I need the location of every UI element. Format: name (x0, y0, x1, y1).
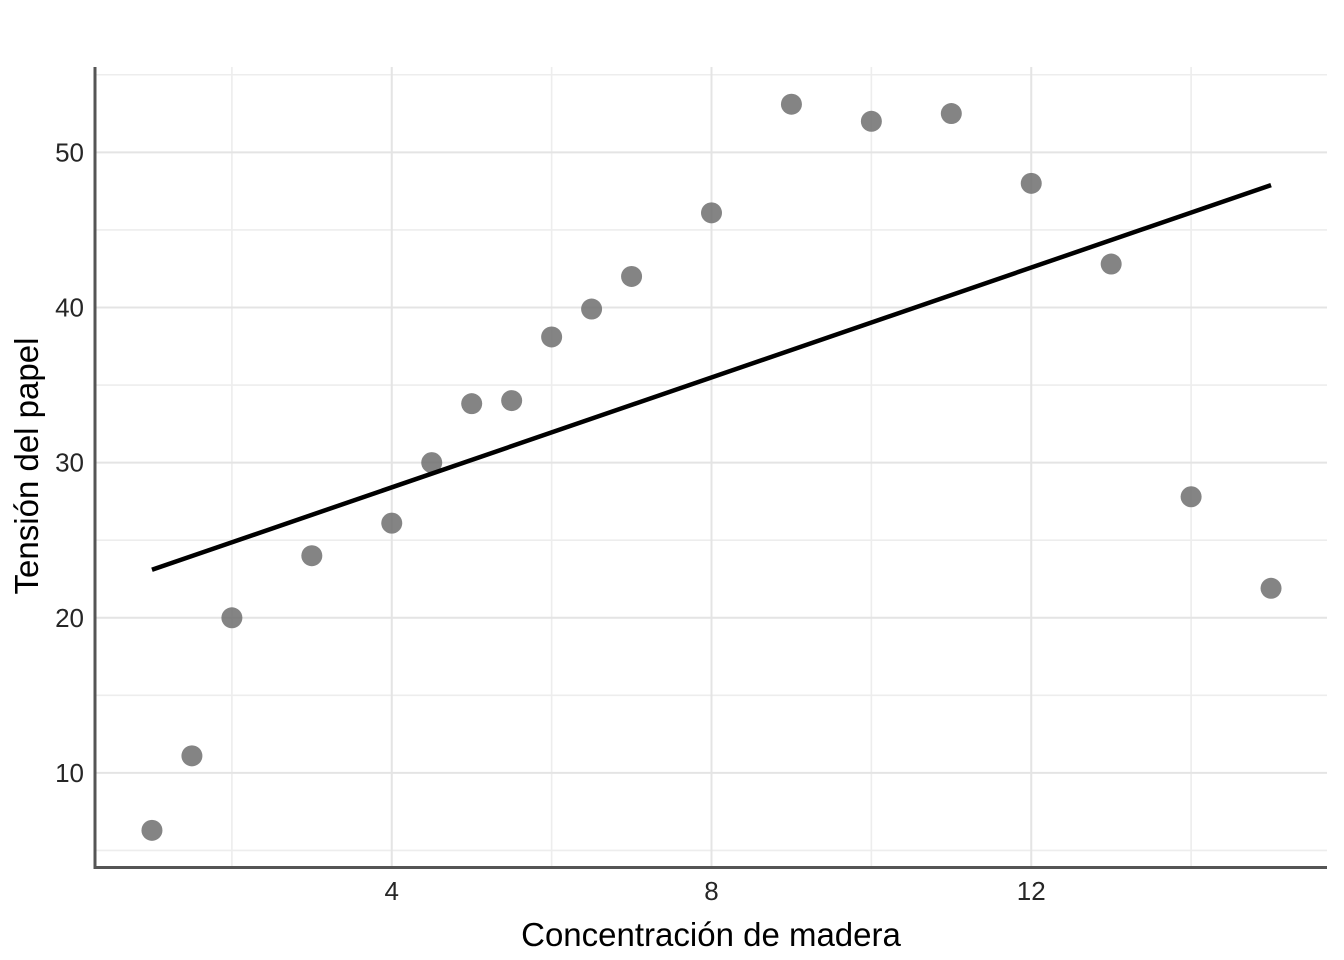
data-point (461, 393, 483, 415)
data-point (860, 110, 882, 132)
y-tick-label: 30 (55, 448, 84, 478)
data-point (141, 819, 163, 841)
y-axis-title: Tensión del papel (8, 338, 45, 595)
data-point (701, 202, 722, 224)
data-point (501, 390, 523, 412)
y-tick-label: 50 (55, 137, 84, 167)
x-axis-title: Concentración de madera (521, 916, 901, 953)
y-tick-label: 10 (55, 758, 84, 788)
data-point (301, 545, 323, 567)
data-point (541, 326, 563, 348)
y-tick-label: 20 (55, 603, 84, 633)
data-point (421, 452, 443, 474)
regression-line-layer (151, 183, 1272, 572)
data-point (1180, 486, 1202, 508)
data-point (381, 512, 403, 534)
data-point (1100, 253, 1122, 275)
data-point (940, 103, 962, 125)
data-point (1020, 172, 1042, 194)
data-point (621, 265, 643, 287)
data-point (1260, 577, 1282, 599)
data-point (581, 298, 603, 320)
regression-line (151, 183, 1272, 572)
x-tick-label: 12 (1017, 876, 1046, 906)
data-point (221, 607, 243, 629)
data-point (780, 93, 802, 115)
x-tick-label: 4 (385, 876, 399, 906)
tick-labels: 10 20 30 40 50 4 8 12 (55, 137, 1046, 906)
major-gridlines (96, 67, 1327, 866)
x-tick-label: 8 (704, 876, 718, 906)
data-point (181, 745, 203, 767)
data-points-layer (141, 93, 1282, 841)
y-tick-label: 40 (55, 293, 84, 323)
axis-lines (93, 67, 1327, 869)
